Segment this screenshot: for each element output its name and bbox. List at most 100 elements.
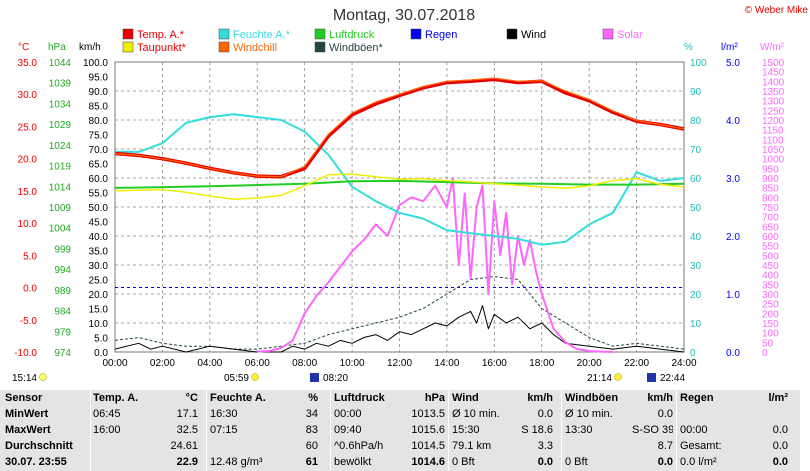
stats-cell-temp-val: 24.61 bbox=[170, 440, 198, 452]
temp-tick-label: 35.0 bbox=[18, 58, 38, 69]
rain-tick-label: 5.0 bbox=[726, 58, 740, 69]
stats-cell-hum-val: 83 bbox=[305, 424, 318, 436]
pressure-tick-label: 1029 bbox=[49, 120, 72, 131]
legend-label: Windchill bbox=[233, 42, 277, 54]
rain-unit: l/m² bbox=[721, 42, 738, 53]
solar-tick-label: 1100 bbox=[762, 135, 784, 146]
temp-tick-label: 25.0 bbox=[18, 122, 38, 133]
solar-unit: W/m² bbox=[760, 42, 785, 53]
series-windchill bbox=[114, 77, 685, 178]
stats-cell-gust-label: 0 Bft bbox=[565, 456, 588, 468]
pressure-tick-label: 1009 bbox=[49, 203, 72, 214]
solar-tick-label: 450 bbox=[762, 261, 779, 272]
solar-tick-label: 250 bbox=[762, 300, 779, 311]
stats-cell-hum-time: 16:30 bbox=[210, 408, 238, 420]
humidity-tick-label: 70 bbox=[690, 145, 702, 156]
stats-cell-hum-val: 34 bbox=[305, 408, 318, 420]
legend-swatch bbox=[602, 28, 614, 40]
stats-header: Wind bbox=[452, 392, 479, 404]
stats-cell-wind-val: 3.3 bbox=[537, 440, 553, 452]
stats-header: Windböen bbox=[565, 392, 619, 404]
solar-tick-label: 1250 bbox=[762, 106, 785, 117]
solar-tick-label: 550 bbox=[762, 242, 779, 253]
moonrise-icon bbox=[647, 373, 656, 382]
stats-table: Sensor Temp. A. °C Feuchte A.% Luftdruck hPa W… bbox=[0, 390, 800, 471]
chart-legend: Temp. A.* Feuchte A.* Luftdruck Regen Wind So… bbox=[122, 28, 643, 54]
stats-header: km/h bbox=[527, 392, 553, 404]
pressure-tick-label: 979 bbox=[54, 327, 71, 338]
moonrise-time: 22:44 bbox=[660, 373, 685, 384]
solar-tick-label: 1400 bbox=[762, 77, 785, 88]
stats-cell-wind-label: Ø 10 min. bbox=[452, 408, 500, 420]
solar-tick-label: 1000 bbox=[762, 155, 785, 166]
stats-divider bbox=[561, 390, 562, 471]
stats-cell-hum-time: 07:15 bbox=[210, 424, 238, 436]
temp-tick-label: -10.0 bbox=[14, 348, 37, 359]
stats-cell-temp-val: 32.5 bbox=[176, 424, 198, 436]
pressure-tick-label: 974 bbox=[54, 348, 71, 359]
pressure-tick-label: 989 bbox=[54, 286, 71, 297]
stats-cell-temp-val: 17.1 bbox=[176, 408, 198, 420]
rain-tick-label: 0.0 bbox=[726, 348, 740, 359]
stats-divider bbox=[448, 390, 449, 471]
solar-tick-label: 1350 bbox=[762, 87, 785, 98]
speed-tick-label: 70.0 bbox=[89, 145, 109, 156]
stats-cell-wind-label: 15:30 bbox=[452, 424, 480, 436]
x-tick-label: 10:00 bbox=[340, 358, 365, 369]
legend-label: Feuchte A.* bbox=[233, 29, 291, 41]
rain-tick-label: 4.0 bbox=[726, 116, 740, 127]
speed-tick-label: 65.0 bbox=[89, 160, 109, 171]
stats-cell-wind-label: 0 Bft bbox=[452, 456, 475, 468]
x-tick-label: 22:00 bbox=[624, 358, 649, 369]
solar-tick-label: 600 bbox=[762, 232, 779, 243]
axis-labels: 35.0 30.0 25.0 20.0 15.0 10.0 5.0 0.0 -5.0 -10.0 1… bbox=[14, 58, 784, 369]
temp-tick-label: 0.0 bbox=[23, 284, 37, 295]
pressure-tick-label: 1039 bbox=[49, 79, 72, 90]
legend-swatch bbox=[218, 28, 230, 40]
stats-cell-gust-label: 13:30 bbox=[565, 424, 593, 436]
pressure-unit: hPa bbox=[48, 42, 66, 53]
legend-label: Temp. A.* bbox=[137, 29, 185, 41]
stats-header: °C bbox=[185, 392, 198, 404]
stats-cell-temp-time bbox=[93, 455, 159, 470]
solar-tick-label: 350 bbox=[762, 280, 779, 291]
stats-cell-press-val: 1014.5 bbox=[411, 440, 445, 452]
stats-header: Sensor bbox=[5, 392, 43, 404]
stats-cell-gust-val: 0.0 bbox=[657, 408, 673, 420]
speed-tick-label: 30.0 bbox=[89, 261, 109, 272]
legend-label: Regen bbox=[425, 29, 457, 41]
speed-tick-label: 5.0 bbox=[94, 334, 108, 345]
stats-divider bbox=[330, 390, 331, 471]
stats-cell-press-time: 00:00 bbox=[334, 408, 362, 420]
speed-tick-label: 60.0 bbox=[89, 174, 109, 185]
temp-tick-label: 20.0 bbox=[18, 155, 38, 166]
speed-tick-label: 20.0 bbox=[89, 290, 109, 301]
stats-cell-rain-val: 0.0 bbox=[772, 440, 788, 452]
humidity-tick-label: 30 bbox=[690, 261, 702, 272]
stats-cell-gust-label: Ø 10 min. bbox=[565, 408, 613, 420]
sun-moon-times: 15:14 05:59 08:20 21:14 22:44 bbox=[12, 373, 685, 384]
solar-tick-label: 750 bbox=[762, 203, 779, 214]
pressure-tick-label: 999 bbox=[54, 244, 71, 255]
temp-tick-label: 30.0 bbox=[18, 90, 38, 101]
stats-divider bbox=[206, 390, 207, 471]
legend-swatch bbox=[410, 28, 422, 40]
stats-header: l/m² bbox=[768, 392, 788, 404]
humidity-tick-label: 50 bbox=[690, 203, 702, 214]
speed-tick-label: 10.0 bbox=[89, 319, 109, 330]
plot-series bbox=[114, 77, 685, 353]
solar-tick-label: 900 bbox=[762, 174, 779, 185]
stats-header: Temp. A. bbox=[93, 392, 139, 404]
x-tick-label: 08:00 bbox=[292, 358, 317, 369]
stats-cell-gust-label bbox=[565, 439, 631, 454]
stats-cell-label: Durchschnitt bbox=[5, 440, 73, 452]
humidity-tick-label: 20 bbox=[690, 290, 702, 301]
stats-header: Regen bbox=[680, 392, 714, 404]
pressure-tick-label: 1004 bbox=[49, 224, 72, 235]
speed-tick-label: 45.0 bbox=[89, 218, 109, 229]
copyright-label: © Weber Mike bbox=[745, 5, 809, 16]
pressure-tick-label: 1014 bbox=[49, 182, 72, 193]
rain-tick-label: 2.0 bbox=[726, 232, 740, 243]
solar-tick-label: 1450 bbox=[762, 68, 785, 79]
stats-cell-press-val: 1014.6 bbox=[411, 456, 445, 468]
